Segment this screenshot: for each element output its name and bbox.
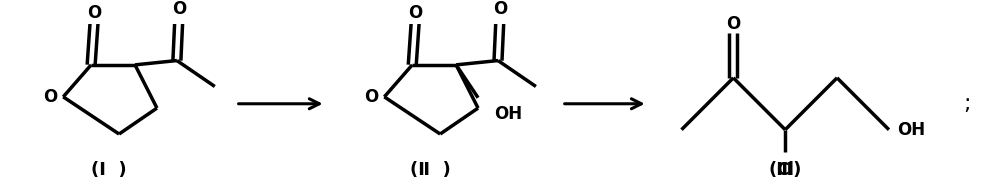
Text: OH: OH bbox=[494, 105, 522, 123]
Text: (Ⅰ  ): (Ⅰ ) bbox=[91, 161, 127, 179]
Text: O: O bbox=[43, 88, 57, 106]
Text: ;: ; bbox=[963, 94, 970, 114]
Text: O: O bbox=[493, 0, 507, 18]
Text: (Ⅲ): (Ⅲ) bbox=[769, 161, 802, 179]
Text: O: O bbox=[408, 4, 422, 22]
Text: O: O bbox=[726, 15, 740, 33]
Text: O: O bbox=[87, 4, 101, 22]
Text: O: O bbox=[364, 88, 378, 106]
Text: (Ⅱ  ): (Ⅱ ) bbox=[410, 161, 451, 179]
Text: OH: OH bbox=[897, 121, 925, 139]
Text: O: O bbox=[172, 0, 186, 18]
Text: Cl: Cl bbox=[776, 161, 794, 179]
